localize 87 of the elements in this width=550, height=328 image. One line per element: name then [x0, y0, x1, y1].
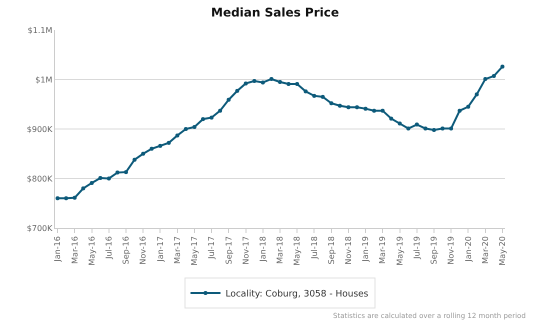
point — [124, 170, 128, 174]
point — [355, 105, 359, 110]
point — [252, 78, 256, 83]
point — [364, 106, 368, 111]
point — [500, 64, 504, 69]
point — [175, 133, 180, 138]
point — [115, 170, 120, 175]
x-tick-label: Nov-17 — [241, 236, 250, 265]
y-tick-label: $1M — [35, 75, 52, 84]
point — [150, 146, 154, 151]
point — [132, 158, 137, 162]
point — [423, 126, 428, 131]
chart-title: Median Sales Price — [211, 6, 339, 20]
point — [201, 117, 205, 122]
x-tick-label: Jul-17 — [207, 236, 216, 260]
point — [466, 104, 470, 109]
point — [320, 94, 325, 99]
x-tick-label: Sep-17 — [224, 236, 234, 264]
point — [98, 176, 102, 180]
point — [338, 104, 342, 108]
point — [449, 126, 454, 131]
point — [398, 122, 402, 126]
x-tick-label: Sep-18 — [326, 236, 336, 264]
legend-label: Locality: Coburg, 3058 - Houses — [226, 290, 369, 300]
x-tick-label: Jan-20 — [464, 236, 473, 263]
point — [81, 186, 86, 190]
y-tick-label: $900K — [26, 124, 54, 134]
x-tick-label: Mar-19 — [378, 236, 388, 264]
y-tick-label: $700K — [26, 224, 54, 233]
x-tick-label: Jul-16 — [104, 236, 114, 260]
x-tick-label: Jan-19 — [361, 236, 370, 263]
x-tick-label: Jul-18 — [310, 236, 319, 260]
point — [72, 196, 77, 200]
point — [184, 127, 188, 131]
x-tick-label: Nov-16 — [138, 236, 148, 265]
point — [218, 108, 222, 113]
point — [260, 80, 265, 84]
point — [474, 92, 479, 96]
x-tick-label: Mar-17 — [172, 236, 182, 264]
x-tick-label: Sep-16 — [122, 236, 131, 264]
point — [235, 88, 240, 93]
x-tick-label: Mar-18 — [276, 236, 285, 264]
point — [244, 81, 248, 86]
point — [346, 105, 350, 110]
point — [483, 77, 488, 82]
x-tick-label: Jul-19 — [412, 236, 422, 260]
point — [312, 94, 316, 98]
x-tick-label: May-16 — [87, 236, 96, 266]
x-tick-label: Jan-18 — [258, 236, 268, 263]
point — [286, 82, 291, 86]
x-tick-label: Mar-20 — [480, 236, 490, 264]
point — [166, 140, 171, 145]
point — [210, 116, 214, 120]
point — [295, 82, 300, 86]
point — [372, 108, 376, 113]
point — [492, 74, 496, 78]
point — [64, 196, 68, 200]
point — [304, 89, 308, 94]
x-tick-label: Mar-16 — [70, 236, 80, 264]
x-tick-label: May-19 — [395, 236, 404, 266]
point — [329, 101, 334, 106]
point — [432, 128, 436, 132]
point — [406, 126, 410, 131]
y-tick-label: $1.1M — [28, 26, 52, 35]
point — [192, 125, 196, 130]
x-tick-label: Sep-19 — [430, 236, 439, 264]
x-tick-label: May-20 — [498, 236, 508, 266]
x-tick-label: May-17 — [190, 236, 200, 266]
x-tick-label: May-18 — [292, 236, 302, 266]
point — [389, 116, 394, 121]
point — [380, 108, 385, 113]
point — [458, 108, 462, 113]
point — [440, 126, 445, 131]
x-tick-label: Nov-19 — [446, 236, 456, 265]
x-tick-label: Jan-17 — [156, 236, 165, 263]
point — [158, 144, 162, 148]
point — [414, 122, 419, 127]
point — [141, 152, 146, 156]
point — [269, 77, 274, 82]
point — [90, 180, 94, 185]
point — [106, 176, 111, 180]
point — [56, 196, 60, 200]
x-tick-label: Jan-16 — [53, 236, 62, 263]
point — [226, 98, 231, 102]
point — [278, 80, 282, 84]
y-tick-label: $800K — [26, 174, 54, 184]
x-tick-label: Nov-18 — [344, 236, 354, 265]
